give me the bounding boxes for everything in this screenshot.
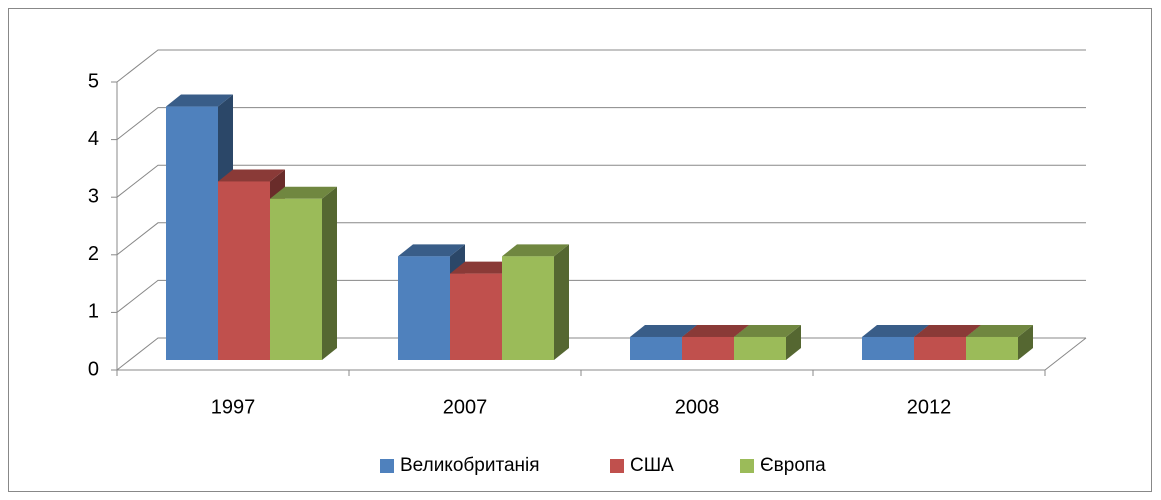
bar-top [914,324,981,337]
bar-top [682,324,749,337]
bar [966,336,1018,360]
bar-top [270,186,337,199]
y-tick-label: 1 [88,301,99,323]
grid-line [116,164,1086,198]
bar [630,336,682,360]
y-tick-label: 3 [88,185,99,207]
grid-line [116,107,1086,140]
y-tick-label: 4 [88,128,99,150]
grid-line [116,49,1086,83]
legend-label: Європа [760,455,826,476]
legend-swatch [380,459,394,473]
bar [682,336,734,360]
x-tick-label: 2008 [675,396,720,418]
grid-line [116,222,1086,256]
bar-top [734,324,801,337]
bar [862,336,914,360]
x-tick-label: 1997 [211,396,256,418]
bar-top [502,244,569,257]
bar-top [966,324,1033,337]
legend-swatch [740,459,754,473]
x-tick-label: 2012 [907,396,952,418]
bar-side [322,186,337,360]
y-tick-label: 5 [88,70,99,92]
bar-top [450,261,517,274]
bar [166,106,218,360]
grid-line [116,279,1086,313]
legend-label: Великобританія [400,455,540,476]
bar-top [166,94,233,107]
legend-label: США [630,455,674,476]
bar-side [786,324,801,360]
bar [270,198,322,360]
x-tick-label: 2007 [443,396,488,418]
y-tick-label: 0 [88,358,99,380]
bar-top [630,324,697,337]
bar [502,256,554,360]
bar [218,181,270,360]
bar-side [1018,324,1033,360]
bar [914,336,966,360]
bar [398,256,450,360]
bar-top [218,169,285,182]
bar [450,273,502,360]
legend-swatch [610,459,624,473]
bar-side [554,244,569,360]
bar-top [862,324,929,337]
y-tick-label: 2 [88,243,99,265]
bar-top [398,244,465,257]
bar [734,336,786,360]
